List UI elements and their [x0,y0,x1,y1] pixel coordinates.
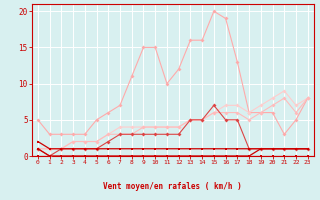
X-axis label: Vent moyen/en rafales ( km/h ): Vent moyen/en rafales ( km/h ) [103,182,242,191]
